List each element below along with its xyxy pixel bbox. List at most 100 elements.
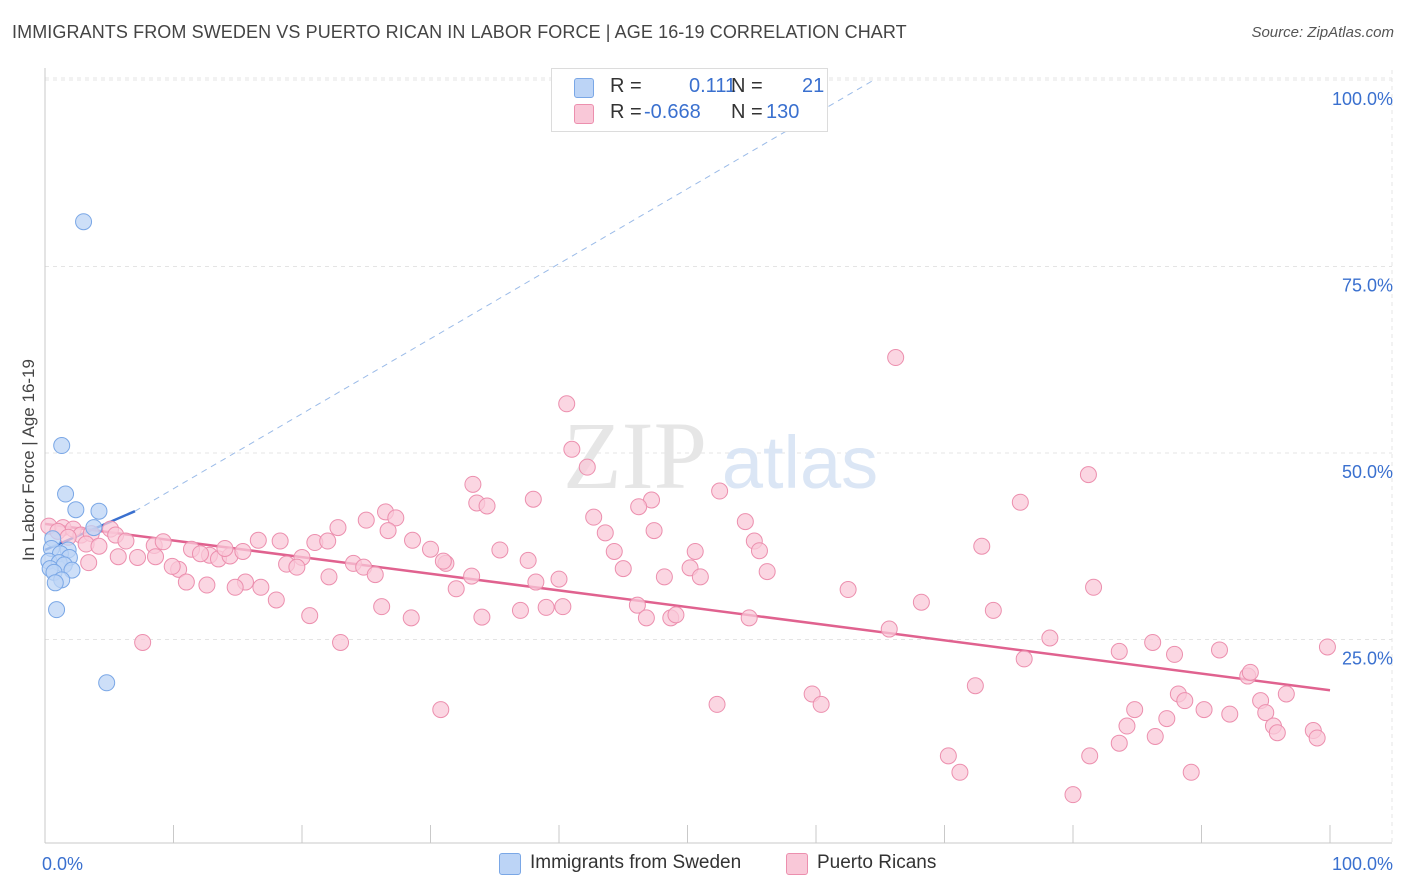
y-tick-label: 75.0% xyxy=(1342,276,1393,296)
point-puerto-rican xyxy=(554,598,572,616)
point-puerto-rican xyxy=(134,633,152,651)
gridlines xyxy=(45,70,1393,843)
point-puerto-rican xyxy=(252,578,270,596)
point-puerto-rican xyxy=(1176,692,1194,710)
legend-r-label: R = xyxy=(610,75,642,97)
point-puerto-rican xyxy=(645,522,663,540)
bottom-legend-label-puerto-rican: Puerto Ricans xyxy=(817,852,937,873)
point-puerto-rican xyxy=(1241,663,1259,681)
data-points xyxy=(40,213,1336,804)
point-puerto-rican xyxy=(373,598,391,616)
point-puerto-rican xyxy=(271,532,289,550)
y-tick-label: 25.0% xyxy=(1342,649,1393,669)
watermark: ZIP atlas xyxy=(563,402,878,509)
point-puerto-rican xyxy=(1182,763,1200,781)
point-puerto-rican xyxy=(249,531,267,549)
point-puerto-rican xyxy=(812,695,830,713)
point-puerto-rican xyxy=(585,508,603,526)
watermark-zip: ZIP xyxy=(563,402,707,509)
legend-r-label: R = xyxy=(610,101,642,123)
point-puerto-rican xyxy=(1110,734,1128,752)
point-puerto-rican xyxy=(839,581,857,599)
point-puerto-rican xyxy=(329,519,347,537)
point-puerto-rican xyxy=(1079,466,1097,484)
point-puerto-rican xyxy=(1166,645,1184,663)
point-puerto-rican xyxy=(464,475,482,493)
legend-n-value-puerto-rican: 130 xyxy=(766,101,800,123)
point-puerto-rican xyxy=(750,542,768,560)
y-tick-label: 50.0% xyxy=(1342,462,1393,482)
point-puerto-rican xyxy=(332,633,350,651)
point-puerto-rican xyxy=(563,440,581,458)
point-puerto-rican xyxy=(550,570,568,588)
point-puerto-rican xyxy=(432,701,450,719)
point-puerto-rican xyxy=(605,542,623,560)
point-puerto-rican xyxy=(524,490,542,508)
point-puerto-rican xyxy=(630,498,648,516)
point-puerto-rican xyxy=(163,557,181,575)
point-puerto-rican xyxy=(1146,727,1164,745)
point-puerto-rican xyxy=(177,573,195,591)
point-puerto-rican xyxy=(1308,729,1326,747)
point-puerto-rican xyxy=(1085,578,1103,596)
point-puerto-rican xyxy=(434,552,452,570)
point-puerto-rican xyxy=(117,532,135,550)
point-puerto-rican xyxy=(880,620,898,638)
legend-r-value-sweden: 0.111 xyxy=(689,75,737,97)
point-puerto-rican xyxy=(1195,701,1213,719)
point-puerto-rican xyxy=(198,576,216,594)
trend-lines xyxy=(44,79,1331,692)
point-puerto-rican xyxy=(129,548,147,566)
point-sweden xyxy=(75,213,93,231)
point-puerto-rican xyxy=(154,533,172,551)
point-puerto-rican xyxy=(596,524,614,542)
point-sweden xyxy=(67,501,85,519)
point-puerto-rican xyxy=(1268,724,1286,742)
point-puerto-rican xyxy=(912,593,930,611)
legend-n-value-sweden: 21 xyxy=(802,75,825,97)
point-sweden xyxy=(53,437,71,455)
point-puerto-rican xyxy=(939,747,957,765)
point-puerto-rican xyxy=(387,509,405,527)
point-puerto-rican xyxy=(736,513,754,531)
point-puerto-rican xyxy=(147,548,165,566)
point-puerto-rican xyxy=(404,531,422,549)
point-puerto-rican xyxy=(1110,642,1128,660)
point-puerto-rican xyxy=(1318,638,1336,656)
point-puerto-rican xyxy=(1210,641,1228,659)
point-puerto-rican xyxy=(951,763,969,781)
point-puerto-rican xyxy=(1158,710,1176,728)
point-puerto-rican xyxy=(90,537,108,555)
point-puerto-rican xyxy=(109,548,127,566)
point-puerto-rican xyxy=(1041,629,1059,647)
point-puerto-rican xyxy=(637,609,655,627)
point-puerto-rican xyxy=(1144,633,1162,651)
point-puerto-rican xyxy=(519,551,537,569)
point-sweden xyxy=(98,674,116,692)
source-text: Source: ZipAtlas.com xyxy=(1251,24,1394,41)
point-puerto-rican xyxy=(319,532,337,550)
point-sweden xyxy=(46,574,64,592)
point-puerto-rican xyxy=(511,601,529,619)
point-puerto-rican xyxy=(1118,717,1136,735)
legend-swatch-sweden xyxy=(574,78,594,98)
chart-title: IMMIGRANTS FROM SWEDEN VS PUERTO RICAN I… xyxy=(12,22,907,42)
legend-n-label: N = xyxy=(731,101,763,123)
point-puerto-rican xyxy=(478,497,496,515)
point-puerto-rican xyxy=(447,580,465,598)
point-puerto-rican xyxy=(711,482,729,500)
point-puerto-rican xyxy=(578,458,596,476)
point-puerto-rican xyxy=(1221,705,1239,723)
point-puerto-rican xyxy=(463,567,481,585)
legend-r-value-puerto-rican: -0.668 xyxy=(644,101,701,123)
point-puerto-rican xyxy=(984,601,1002,619)
trend-line-puerto-rican xyxy=(44,522,1331,692)
x-tick-label-min: 0.0% xyxy=(42,854,83,874)
point-puerto-rican xyxy=(267,591,285,609)
x-tick-label-max: 100.0% xyxy=(1332,854,1393,874)
point-puerto-rican xyxy=(473,608,491,626)
point-puerto-rican xyxy=(1126,701,1144,719)
point-puerto-rican xyxy=(614,560,632,578)
axis-labels: 25.0% 50.0% 75.0% 100.0% 0.0% 100.0% In Labor … xyxy=(19,89,1393,874)
point-puerto-rican xyxy=(708,695,726,713)
